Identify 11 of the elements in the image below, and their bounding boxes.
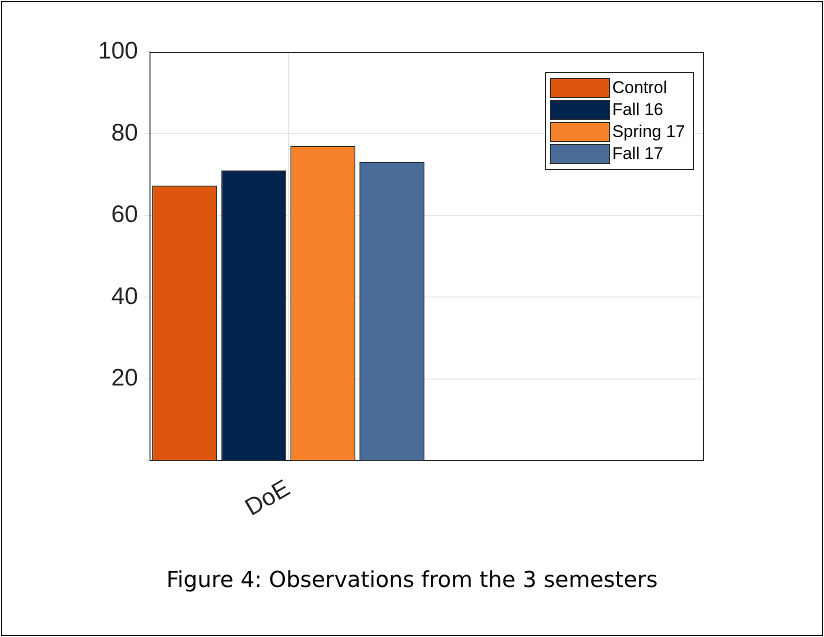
x-tick-label: DoE bbox=[240, 474, 295, 522]
legend-label: Fall 17 bbox=[612, 144, 664, 164]
legend-label: Fall 16 bbox=[612, 100, 664, 120]
caption: Figure 4: Observations from the 3 semesters bbox=[165, 568, 659, 593]
y-tick-label: 80 bbox=[111, 119, 138, 146]
y-tick-label: 60 bbox=[111, 201, 138, 228]
y-tick-label: 40 bbox=[111, 282, 138, 310]
legend-label: Spring 17 bbox=[612, 122, 685, 142]
y-tick-label: 100 bbox=[98, 38, 138, 65]
y-tick-label: 20 bbox=[111, 364, 138, 392]
legend-label: Control bbox=[612, 78, 668, 98]
